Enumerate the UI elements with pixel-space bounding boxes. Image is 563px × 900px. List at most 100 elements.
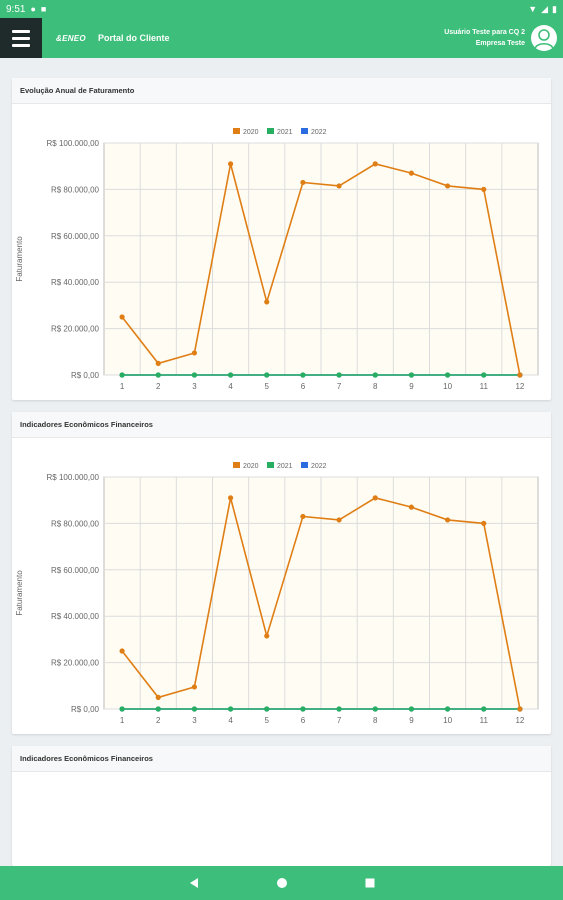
data-point-2021[interactable]	[408, 706, 415, 712]
brand-logo: &ENEO	[56, 33, 86, 43]
data-point-2020[interactable]	[300, 179, 306, 186]
data-point-2021[interactable]	[264, 372, 270, 378]
user-avatar-icon[interactable]	[531, 25, 557, 51]
data-point-2020[interactable]	[372, 161, 378, 167]
legend-label-2020[interactable]: 2020	[243, 463, 259, 470]
data-point-2020[interactable]	[191, 684, 198, 690]
data-point-2020[interactable]	[191, 350, 198, 356]
x-tick-label: 12	[515, 382, 524, 391]
data-point-2021[interactable]	[336, 372, 342, 378]
recents-icon[interactable]	[361, 874, 379, 892]
storage-icon: ■	[40, 3, 47, 14]
x-tick-label: 11	[480, 716, 489, 725]
data-point-2020[interactable]	[517, 372, 523, 378]
y-axis-title: Faturamento	[15, 236, 24, 282]
data-point-2020[interactable]	[481, 186, 487, 192]
data-point-2021[interactable]	[444, 706, 451, 712]
status-time: 9:51	[6, 3, 26, 15]
data-point-2021[interactable]	[191, 372, 198, 378]
financial-indicators-card-2: Indicadores Econômicos Financeiros	[12, 746, 551, 866]
x-tick-label: 9	[409, 716, 414, 725]
legend-label-2020[interactable]: 2020	[243, 129, 259, 136]
data-point-2021[interactable]	[481, 706, 487, 712]
y-tick-label: R$ 80.000,00	[51, 185, 100, 194]
legend-swatch-2020[interactable]	[233, 462, 240, 468]
user-company: Empresa Teste	[475, 40, 525, 47]
y-tick-label: R$ 20.000,00	[51, 325, 100, 334]
legend-swatch-2021[interactable]	[267, 128, 274, 134]
y-tick-label: R$ 80.000,00	[51, 519, 100, 528]
y-tick-label: R$ 100.000,00	[47, 473, 100, 482]
data-point-2020[interactable]	[155, 360, 161, 366]
menu-icon-line	[12, 43, 30, 47]
data-point-2021[interactable]	[444, 372, 451, 378]
data-point-2020[interactable]	[336, 517, 342, 523]
data-point-2020[interactable]	[408, 504, 415, 510]
data-point-2021[interactable]	[372, 372, 378, 378]
data-point-2021[interactable]	[408, 372, 415, 378]
data-point-2020[interactable]	[300, 513, 306, 520]
legend-label-2021[interactable]: 2021	[277, 129, 293, 136]
data-point-2021[interactable]	[227, 706, 234, 712]
back-icon[interactable]	[185, 874, 203, 892]
data-point-2021[interactable]	[264, 706, 270, 712]
portal-title: Portal do Cliente	[97, 33, 170, 43]
data-point-2021[interactable]	[191, 706, 198, 712]
x-tick-label: 6	[301, 716, 306, 725]
legend-swatch-2022[interactable]	[301, 128, 308, 134]
data-point-2021[interactable]	[300, 372, 306, 378]
data-point-2021[interactable]	[481, 372, 487, 378]
user-name: Usuário Teste para CQ 2	[444, 29, 525, 36]
data-point-2020[interactable]	[155, 694, 161, 700]
x-tick-label: 7	[337, 382, 342, 391]
data-point-2021[interactable]	[119, 706, 125, 712]
menu-button[interactable]	[0, 18, 42, 58]
financial-indicators-chart: 2020 2021 2022 R$ 0,00 R$ 20.000,00 R$ 40.000…	[15, 462, 539, 725]
data-point-2020[interactable]	[517, 706, 523, 712]
data-point-2020[interactable]	[227, 161, 234, 167]
data-point-2020[interactable]	[264, 299, 270, 305]
data-point-2021[interactable]	[372, 706, 378, 712]
data-point-2020[interactable]	[481, 520, 487, 526]
series-line-2020	[121, 163, 521, 376]
data-point-2021[interactable]	[155, 372, 161, 378]
x-tick-label: 10	[443, 382, 452, 391]
legend-label-2022[interactable]: 2022	[311, 129, 327, 136]
x-tick-label: 8	[373, 716, 378, 725]
data-point-2020[interactable]	[444, 517, 451, 523]
data-point-2020[interactable]	[408, 170, 415, 176]
data-point-2021[interactable]	[336, 706, 342, 712]
data-point-2020[interactable]	[372, 495, 378, 501]
legend-label-2021[interactable]: 2021	[277, 463, 293, 470]
home-icon[interactable]	[273, 874, 291, 892]
y-tick-label: R$ 20.000,00	[51, 659, 100, 668]
legend-label-2022[interactable]: 2022	[311, 463, 327, 470]
data-point-2021[interactable]	[155, 706, 161, 712]
battery-icon: ▮	[552, 3, 557, 14]
data-point-2021[interactable]	[119, 372, 125, 378]
x-tick-label: 4	[228, 716, 233, 725]
status-bar: 9:51 ● ■ ▼ ◢ ▮	[0, 0, 563, 18]
user-info[interactable]: Usuário Teste para CQ 2 Empresa Teste	[444, 27, 525, 49]
x-tick-label: 2	[156, 716, 161, 725]
x-tick-label: 10	[443, 716, 452, 725]
legend-swatch-2020[interactable]	[233, 128, 240, 134]
y-tick-label: R$ 60.000,00	[51, 232, 100, 241]
data-point-2020[interactable]	[444, 183, 451, 189]
data-point-2020[interactable]	[336, 183, 342, 189]
menu-icon-line	[12, 36, 30, 40]
legend-swatch-2021[interactable]	[267, 462, 274, 468]
card-title: Evolução Anual de Faturamento	[12, 78, 551, 104]
menu-icon	[12, 29, 30, 33]
data-point-2021[interactable]	[300, 706, 306, 712]
data-point-2020[interactable]	[119, 314, 125, 320]
data-point-2020[interactable]	[227, 495, 234, 501]
legend-swatch-2022[interactable]	[301, 462, 308, 468]
data-point-2020[interactable]	[119, 648, 125, 654]
data-point-2021[interactable]	[227, 372, 234, 378]
revenue-evolution-chart: 2020 2021 2022 R$ 0,00 R$ 20.000,00 R$ 40.000…	[15, 128, 539, 391]
x-tick-label: 9	[409, 382, 414, 391]
x-tick-label: 1	[120, 716, 125, 725]
system-nav-bar	[0, 866, 563, 900]
data-point-2020[interactable]	[264, 633, 270, 639]
